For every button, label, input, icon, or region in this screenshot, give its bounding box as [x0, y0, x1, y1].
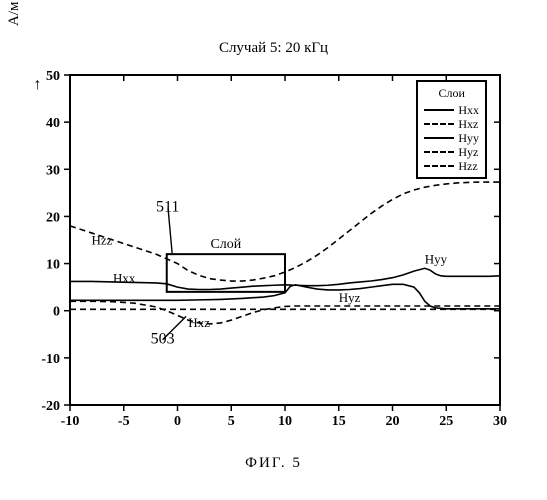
svg-text:40: 40 [46, 116, 60, 131]
legend-item-Hzz: Hzz [424, 159, 479, 173]
svg-text:0: 0 [174, 414, 181, 429]
series-label-Hzz: Hzz [92, 233, 113, 248]
svg-text:15: 15 [332, 414, 346, 429]
legend-item-Hyz: Hyz [424, 145, 479, 159]
svg-text:-20: -20 [41, 399, 60, 414]
svg-text:-10: -10 [41, 352, 60, 367]
svg-text:-5: -5 [118, 414, 130, 429]
series-label-Hyy: Hyy [425, 252, 448, 267]
svg-text:→: → [27, 77, 44, 93]
svg-text:Слой: Слой [210, 237, 241, 252]
annotation-511: 511 [156, 199, 179, 216]
series-Hxz [70, 301, 500, 324]
legend-title: Слои [424, 86, 479, 101]
svg-text:20: 20 [386, 414, 400, 429]
svg-text:30: 30 [493, 414, 507, 429]
svg-text:0: 0 [53, 305, 60, 320]
legend-item-Hxx: Hxx [424, 103, 479, 117]
annotation-503: 503 [151, 331, 175, 348]
series-label-Hxx: Hxx [113, 270, 136, 285]
svg-text:10: 10 [278, 414, 292, 429]
svg-text:-10: -10 [61, 414, 80, 429]
chart-container: { "figure": { "type": "line", "title": "… [0, 0, 547, 500]
svg-text:10: 10 [46, 258, 60, 273]
svg-text:25: 25 [439, 414, 453, 429]
svg-text:20: 20 [46, 210, 60, 225]
plot-svg: -10-5051015202530-20-1001020304050→СлойH… [0, 0, 547, 500]
svg-text:50: 50 [46, 69, 60, 84]
series-label-Hyz: Hyz [339, 290, 361, 305]
legend-item-Hyy: Hyy [424, 131, 479, 145]
legend-item-Hxz: Hxz [424, 117, 479, 131]
legend: Слои HxxHxzHyyHyzHzz [416, 80, 487, 179]
series-label-Hxz: Hxz [188, 315, 210, 330]
svg-text:30: 30 [46, 163, 60, 178]
svg-text:5: 5 [228, 414, 235, 429]
